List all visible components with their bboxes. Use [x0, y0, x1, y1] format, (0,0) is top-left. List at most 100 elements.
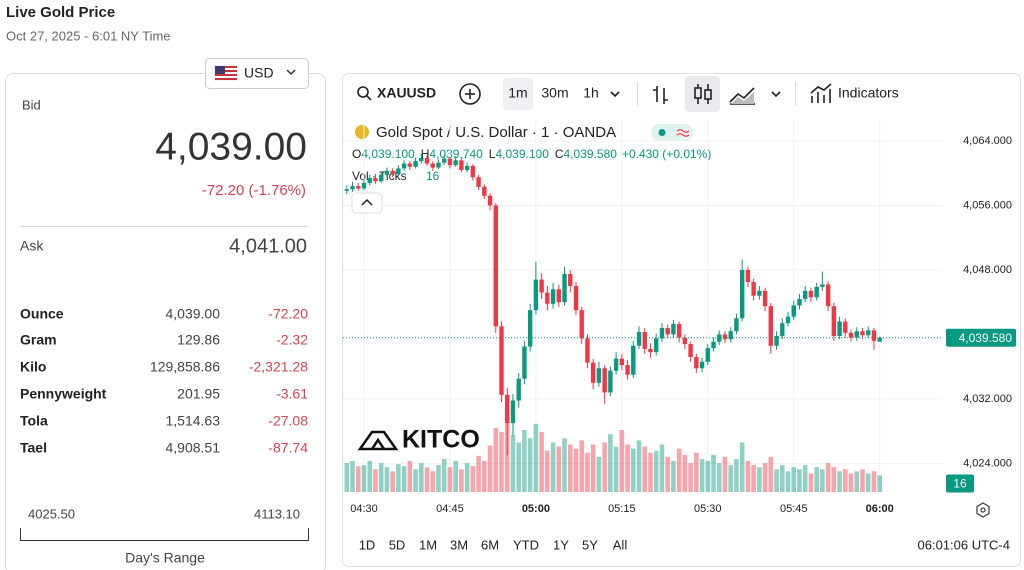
candle-body: [780, 323, 785, 337]
candle-body: [734, 318, 739, 332]
volume-bar: [831, 467, 837, 492]
range-low: 4025.50: [28, 506, 75, 521]
range-button[interactable]: YTD: [513, 537, 539, 552]
volume-bar: [625, 444, 630, 492]
candle-body: [550, 289, 556, 304]
unit-name: Gram: [20, 332, 57, 348]
range-button[interactable]: 6M: [481, 537, 499, 552]
volume-bar: [676, 448, 682, 492]
candle-body: [866, 330, 871, 336]
y-tick-label: 4,032.000: [963, 393, 1012, 405]
candle-body: [820, 284, 825, 287]
candle-body: [562, 273, 567, 303]
range-button[interactable]: 1D: [359, 537, 376, 552]
candle-body: [854, 331, 859, 338]
unit-name: Kilo: [20, 359, 46, 375]
volume-bar: [774, 469, 779, 492]
volume-bar: [413, 469, 418, 492]
candle-body: [654, 338, 659, 353]
x-tick-label: 05:30: [694, 503, 722, 515]
watermark-logo: [357, 430, 399, 451]
volume-bar: [797, 469, 802, 492]
volume-last-label: 16: [953, 477, 967, 491]
candle-body: [728, 331, 733, 340]
volume-bar: [808, 473, 814, 492]
volume-bar: [728, 465, 734, 492]
candle-body: [539, 279, 544, 293]
range-button[interactable]: 3M: [450, 537, 468, 552]
volume-bar: [510, 435, 516, 492]
volume-bar: [464, 463, 470, 492]
volume-bar: [734, 458, 739, 492]
volume-bar: [396, 464, 401, 492]
chart-widget: [342, 73, 1021, 567]
unit-table: Ounce 4,039.00 -72.20 Gram 129.86 -2.32 Kilo 12…: [20, 306, 308, 456]
ohlc-change: +0.430 (+0.01%): [622, 147, 711, 161]
volume-bar: [522, 430, 527, 492]
volume-bar: [539, 432, 544, 492]
page-title: Live Gold Price: [6, 4, 115, 21]
currency: USD: [244, 65, 274, 81]
candle-body: [665, 327, 670, 335]
settings-icon[interactable]: [976, 502, 990, 518]
candle-body: [762, 290, 768, 307]
unit-price: 201.95: [177, 386, 220, 402]
range-button[interactable]: 1Y: [553, 537, 569, 552]
volume-bar: [837, 471, 842, 492]
candle-body: [442, 158, 447, 163]
range-bar: [20, 528, 309, 541]
volume-bar: [602, 442, 607, 492]
volume-bar: [659, 444, 665, 492]
indicators-button[interactable]: Indicators: [838, 85, 899, 101]
volume-bar: [843, 469, 848, 492]
volume-bar: [791, 467, 797, 492]
candle-body: [436, 162, 441, 168]
unit-name: Ounce: [20, 306, 64, 322]
y-tick-label: 4,048.000: [963, 264, 1012, 276]
unit-change: -72.20: [268, 306, 308, 322]
interval[interactable]: 30m: [541, 85, 568, 101]
candle-body: [419, 157, 424, 162]
volume-bar: [608, 434, 613, 492]
clock: 06:01:06 UTC-4: [918, 537, 1011, 552]
candle-body: [717, 334, 722, 342]
volume-bar: [355, 466, 361, 492]
symbol[interactable]: XAUUSD: [377, 85, 436, 101]
volume-bar: [631, 448, 636, 492]
last-price-label: 4,039.580: [959, 331, 1013, 345]
interval[interactable]: 1m: [508, 85, 527, 101]
range-button[interactable]: 5Y: [582, 537, 598, 552]
interval-active[interactable]: [503, 78, 533, 110]
bid-change: -72.20 (-1.76%): [202, 182, 306, 199]
volume-bar: [877, 475, 882, 492]
volume-bar: [745, 461, 751, 492]
candle-body: [505, 394, 510, 424]
candle-body: [803, 290, 808, 299]
volume-bar: [487, 445, 493, 492]
volume-bar: [854, 471, 860, 492]
volume-bar: [499, 432, 504, 492]
unit-price: 4,908.51: [166, 440, 221, 456]
interval[interactable]: 1h: [583, 85, 599, 101]
range-button[interactable]: 5D: [389, 537, 406, 552]
candle-body: [464, 165, 470, 170]
candle-body: [797, 298, 802, 306]
ohlc-key: H: [421, 147, 430, 161]
volume-bar: [573, 448, 579, 492]
candle-body: [785, 316, 791, 324]
range-button[interactable]: All: [613, 537, 628, 552]
volume-bar: [820, 469, 825, 492]
volume-bar: [579, 440, 585, 492]
candle-body: [602, 368, 607, 393]
candle-body: [361, 182, 367, 189]
candle-body: [413, 161, 418, 167]
range-button[interactable]: 1M: [419, 537, 437, 552]
volume-bar: [653, 450, 659, 492]
candle-body: [631, 345, 636, 375]
candle-body: [843, 321, 848, 333]
candle-body: [573, 286, 579, 311]
symbol-icon: [355, 125, 369, 139]
collapse-button[interactable]: [351, 192, 383, 214]
y-tick-label: 4,056.000: [963, 199, 1012, 211]
